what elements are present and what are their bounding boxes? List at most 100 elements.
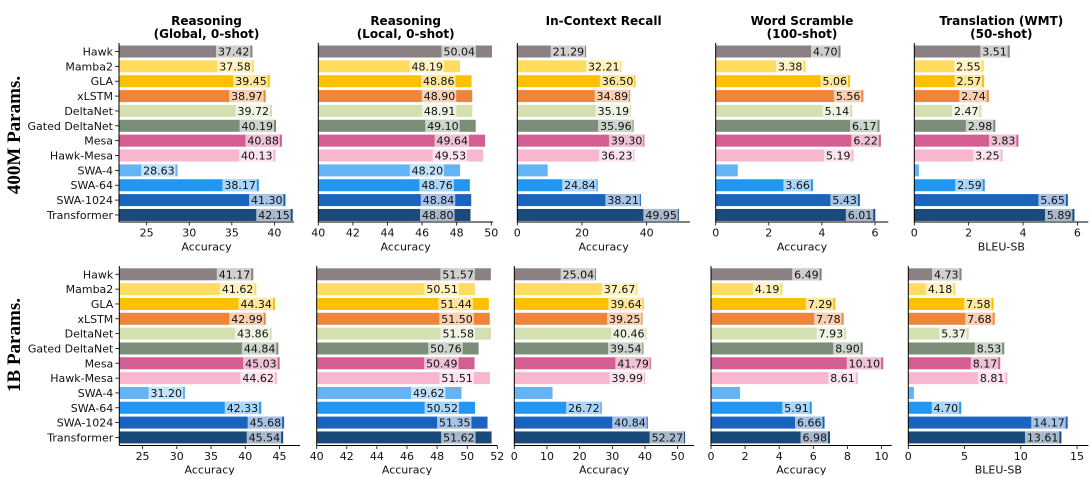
data-label-box bbox=[434, 134, 470, 147]
data-label-box bbox=[601, 283, 637, 296]
data-label: 50.76 bbox=[430, 342, 462, 355]
bar-hawk-mesa bbox=[119, 149, 276, 162]
data-label: 8.17 bbox=[973, 357, 998, 370]
x-tick-label: 0 bbox=[514, 227, 521, 240]
data-label-box bbox=[240, 372, 275, 385]
bar-transformer bbox=[517, 208, 679, 221]
data-label-box bbox=[409, 164, 445, 177]
x-tick-label: 8 bbox=[844, 450, 851, 463]
x-tick-label: 10 bbox=[540, 450, 554, 463]
data-label: 2.59 bbox=[957, 179, 982, 192]
x-axis-label: Accuracy bbox=[776, 464, 827, 476]
data-label: 34.89 bbox=[597, 90, 629, 103]
data-label: 41.79 bbox=[617, 357, 649, 370]
data-label: 5.91 bbox=[784, 402, 809, 415]
data-label-box bbox=[238, 297, 273, 310]
y-tick-label: GLA bbox=[91, 75, 114, 88]
data-label: 21.29 bbox=[553, 46, 585, 59]
x-tick-label: 5 bbox=[961, 450, 968, 463]
bar-transformer bbox=[711, 431, 830, 444]
bar-mesa bbox=[711, 357, 884, 370]
x-tick-label: 40 bbox=[310, 450, 324, 463]
bar-xlstm bbox=[715, 90, 864, 103]
data-label: 2.47 bbox=[954, 105, 979, 118]
x-tick-label: 50 bbox=[484, 227, 498, 240]
data-label: 7.58 bbox=[966, 298, 991, 311]
x-tick-label: 25 bbox=[140, 227, 154, 240]
data-label-box bbox=[607, 312, 642, 325]
y-tick-label: Hawk-Mesa bbox=[50, 150, 113, 163]
bar-deltanet bbox=[711, 327, 847, 340]
data-label-box bbox=[1031, 416, 1066, 429]
x-tick-label: 48 bbox=[450, 227, 464, 240]
bar-transformer bbox=[715, 208, 876, 221]
x-tick-label: 46 bbox=[415, 227, 429, 240]
data-label: 48.91 bbox=[424, 105, 456, 118]
bar-gla bbox=[715, 75, 851, 88]
bar-hawk bbox=[715, 45, 841, 58]
data-label: 25.04 bbox=[563, 268, 595, 281]
data-label-box bbox=[1024, 431, 1060, 444]
data-label: 49.10 bbox=[427, 120, 459, 133]
bar-xlstm bbox=[119, 90, 266, 103]
data-label: 37.58 bbox=[219, 60, 251, 73]
bar-gla bbox=[711, 297, 836, 310]
data-label: 51.58 bbox=[442, 328, 474, 341]
bar-swa-1024 bbox=[119, 194, 286, 207]
bar-gla bbox=[119, 75, 270, 88]
data-label-box bbox=[850, 119, 878, 132]
x-tick-label: 4 bbox=[1020, 227, 1027, 240]
bar-hawk-mesa bbox=[715, 149, 854, 162]
bar-swa-1024 bbox=[908, 416, 1068, 429]
x-tick-label: 6 bbox=[810, 450, 817, 463]
data-label: 42.15 bbox=[258, 209, 290, 222]
data-label-box bbox=[425, 119, 460, 132]
x-tick-label: 50 bbox=[460, 450, 474, 463]
bar-gated-deltanet bbox=[715, 119, 880, 132]
data-label: 48.76 bbox=[421, 179, 453, 192]
data-label: 44.62 bbox=[242, 372, 274, 385]
data-label: 6.66 bbox=[797, 417, 822, 430]
data-label: 40.88 bbox=[247, 135, 279, 148]
data-label-box bbox=[550, 45, 586, 58]
data-label: 8.90 bbox=[835, 342, 860, 355]
data-label: 51.62 bbox=[443, 431, 475, 444]
data-label: 51.57 bbox=[442, 268, 474, 281]
data-label: 6.98 bbox=[802, 431, 827, 444]
data-label: 49.95 bbox=[645, 209, 677, 222]
data-label-box bbox=[974, 342, 1003, 355]
data-label-box bbox=[820, 75, 849, 88]
data-label-box bbox=[965, 312, 993, 325]
data-label: 7.78 bbox=[816, 313, 841, 326]
x-axis-label: Accuracy bbox=[185, 464, 236, 476]
x-tick-label: 0 bbox=[511, 450, 518, 463]
data-label: 48.80 bbox=[422, 209, 454, 222]
bar-mesa bbox=[715, 134, 881, 147]
data-label-box bbox=[239, 149, 274, 162]
data-label: 40.84 bbox=[614, 417, 646, 430]
data-label-box bbox=[256, 208, 291, 221]
x-tick-label: 40 bbox=[638, 450, 652, 463]
data-label: 4.19 bbox=[755, 283, 780, 296]
y-tick-label: xLSTM bbox=[77, 313, 113, 326]
data-label-box bbox=[955, 179, 983, 192]
data-label-box bbox=[752, 283, 781, 296]
y-tick-label: SWA-4 bbox=[78, 387, 114, 400]
y-tick-label: Hawk-Mesa bbox=[50, 372, 113, 385]
data-label: 38.21 bbox=[607, 194, 639, 207]
data-label: 40.19 bbox=[242, 120, 274, 133]
data-label-box bbox=[845, 208, 874, 221]
data-label: 4.73 bbox=[934, 268, 959, 281]
bar-hawk-mesa bbox=[711, 372, 858, 385]
data-label-box bbox=[421, 90, 457, 103]
data-label-box bbox=[833, 90, 862, 103]
data-label: 36.23 bbox=[601, 150, 633, 163]
data-label-box bbox=[970, 357, 999, 370]
data-label: 50.52 bbox=[427, 402, 459, 415]
x-tick-label: 6 bbox=[872, 227, 879, 240]
x-tick-label: 0 bbox=[712, 227, 719, 240]
data-label-box bbox=[833, 342, 861, 355]
x-tick-label: 0 bbox=[911, 227, 918, 240]
data-label: 5.89 bbox=[1047, 209, 1072, 222]
